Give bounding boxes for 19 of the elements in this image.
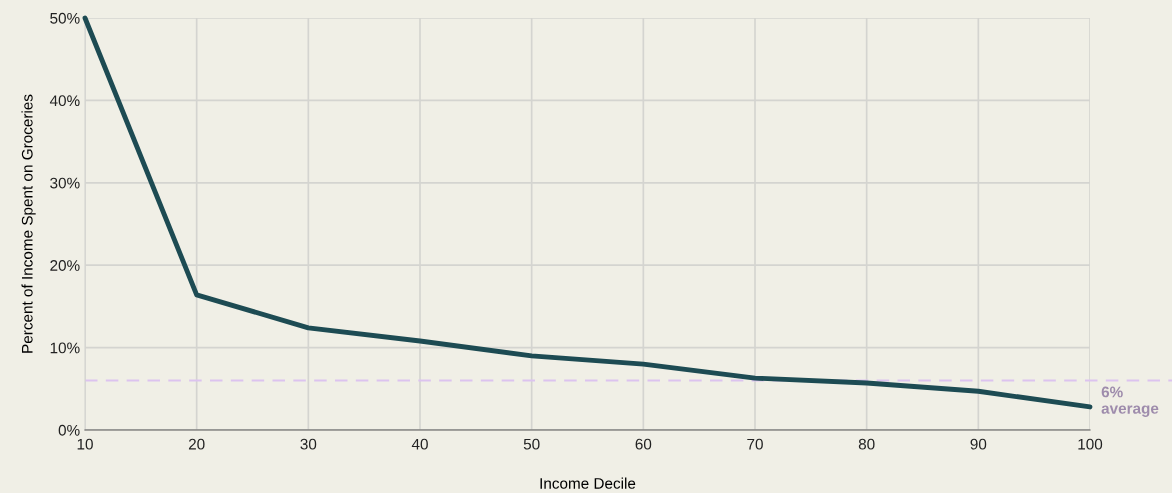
y-axis-title: Percent of Income Spent on Groceries bbox=[21, 94, 36, 353]
y-tick-label: 0% bbox=[58, 424, 80, 436]
y-tick-label: 50% bbox=[50, 12, 80, 24]
x-tick-label: 10 bbox=[77, 438, 93, 450]
x-tick-label: 30 bbox=[300, 438, 317, 450]
x-tick-label: 40 bbox=[411, 438, 428, 450]
y-tick-label: 10% bbox=[50, 342, 80, 354]
x-tick-label: 100 bbox=[1078, 438, 1103, 450]
ref-line-label: 6% average bbox=[1101, 386, 1159, 417]
x-tick-label: 80 bbox=[858, 438, 875, 450]
x-tick-label: 50 bbox=[523, 438, 540, 450]
y-tick-label: 40% bbox=[49, 95, 80, 107]
x-tick-label: 20 bbox=[188, 438, 205, 450]
x-tick-label: 60 bbox=[635, 438, 652, 450]
x-tick-label: 90 bbox=[970, 438, 987, 450]
y-tick-label: 30% bbox=[50, 177, 80, 189]
x-axis-title: Income Decile bbox=[540, 477, 636, 489]
x-tick-label: 70 bbox=[747, 438, 763, 450]
y-tick-label: 20% bbox=[50, 260, 80, 271]
